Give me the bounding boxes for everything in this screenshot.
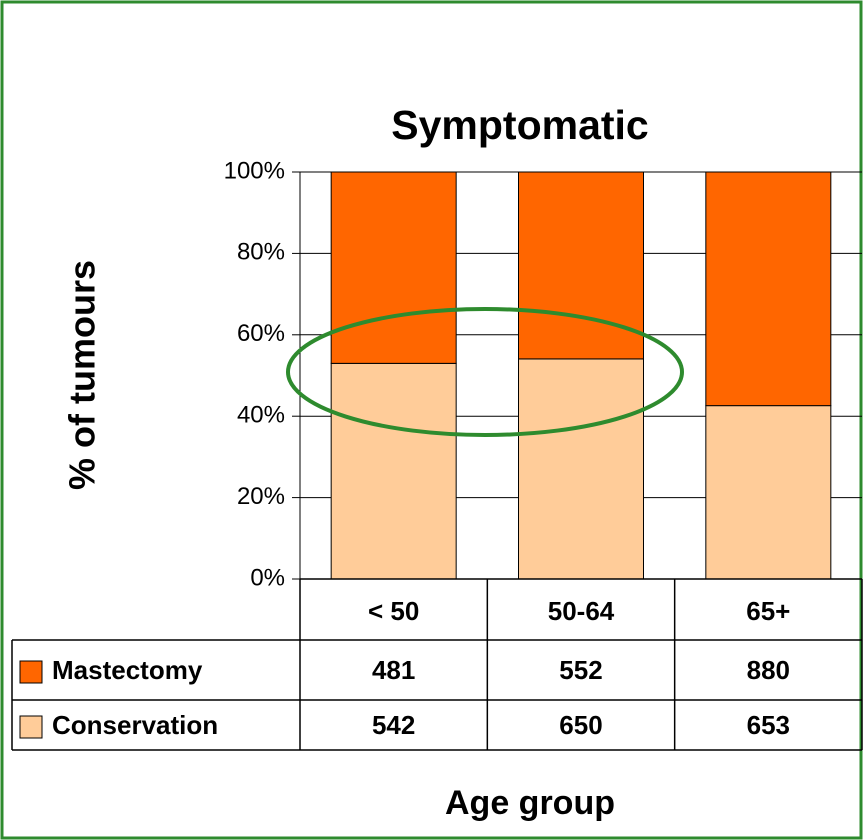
table-value: 650 bbox=[559, 710, 602, 740]
legend-swatch bbox=[19, 715, 43, 739]
table-value: 552 bbox=[559, 655, 602, 685]
legend-label: Conservation bbox=[52, 710, 218, 740]
legend-label: Mastectomy bbox=[52, 655, 203, 685]
y-tick-label: 40% bbox=[237, 402, 285, 429]
y-tick-label: 0% bbox=[250, 564, 285, 591]
bar-segment bbox=[518, 358, 644, 580]
bar-segment bbox=[705, 171, 832, 407]
highlight-ellipse bbox=[286, 307, 684, 437]
table-value: 542 bbox=[372, 710, 415, 740]
y-axis-label: % of tumours bbox=[62, 260, 103, 490]
bar-segment bbox=[705, 405, 832, 580]
bar-segment bbox=[518, 171, 644, 360]
table-value: 880 bbox=[747, 655, 790, 685]
x-tick-label: < 50 bbox=[368, 596, 419, 626]
bar-segment bbox=[330, 171, 457, 364]
table-value: 481 bbox=[372, 655, 415, 685]
x-axis-label: Age group bbox=[445, 784, 615, 822]
y-tick-label: 80% bbox=[237, 239, 285, 266]
bar-segment bbox=[330, 362, 457, 580]
chart-title: Symptomatic bbox=[391, 102, 648, 148]
x-tick-label: 50-64 bbox=[548, 596, 615, 626]
x-tick-label: 65+ bbox=[746, 596, 790, 626]
plot-area: 0% 20% 40% 60% 80% 100% < 50 50-64 65+ Mastectomy… bbox=[11, 157, 863, 751]
y-tick-label: 60% bbox=[237, 320, 285, 347]
table-value: 653 bbox=[747, 710, 790, 740]
legend-swatch bbox=[19, 660, 43, 684]
y-tick-label: 100% bbox=[224, 157, 285, 184]
y-tick-label: 20% bbox=[237, 483, 285, 510]
